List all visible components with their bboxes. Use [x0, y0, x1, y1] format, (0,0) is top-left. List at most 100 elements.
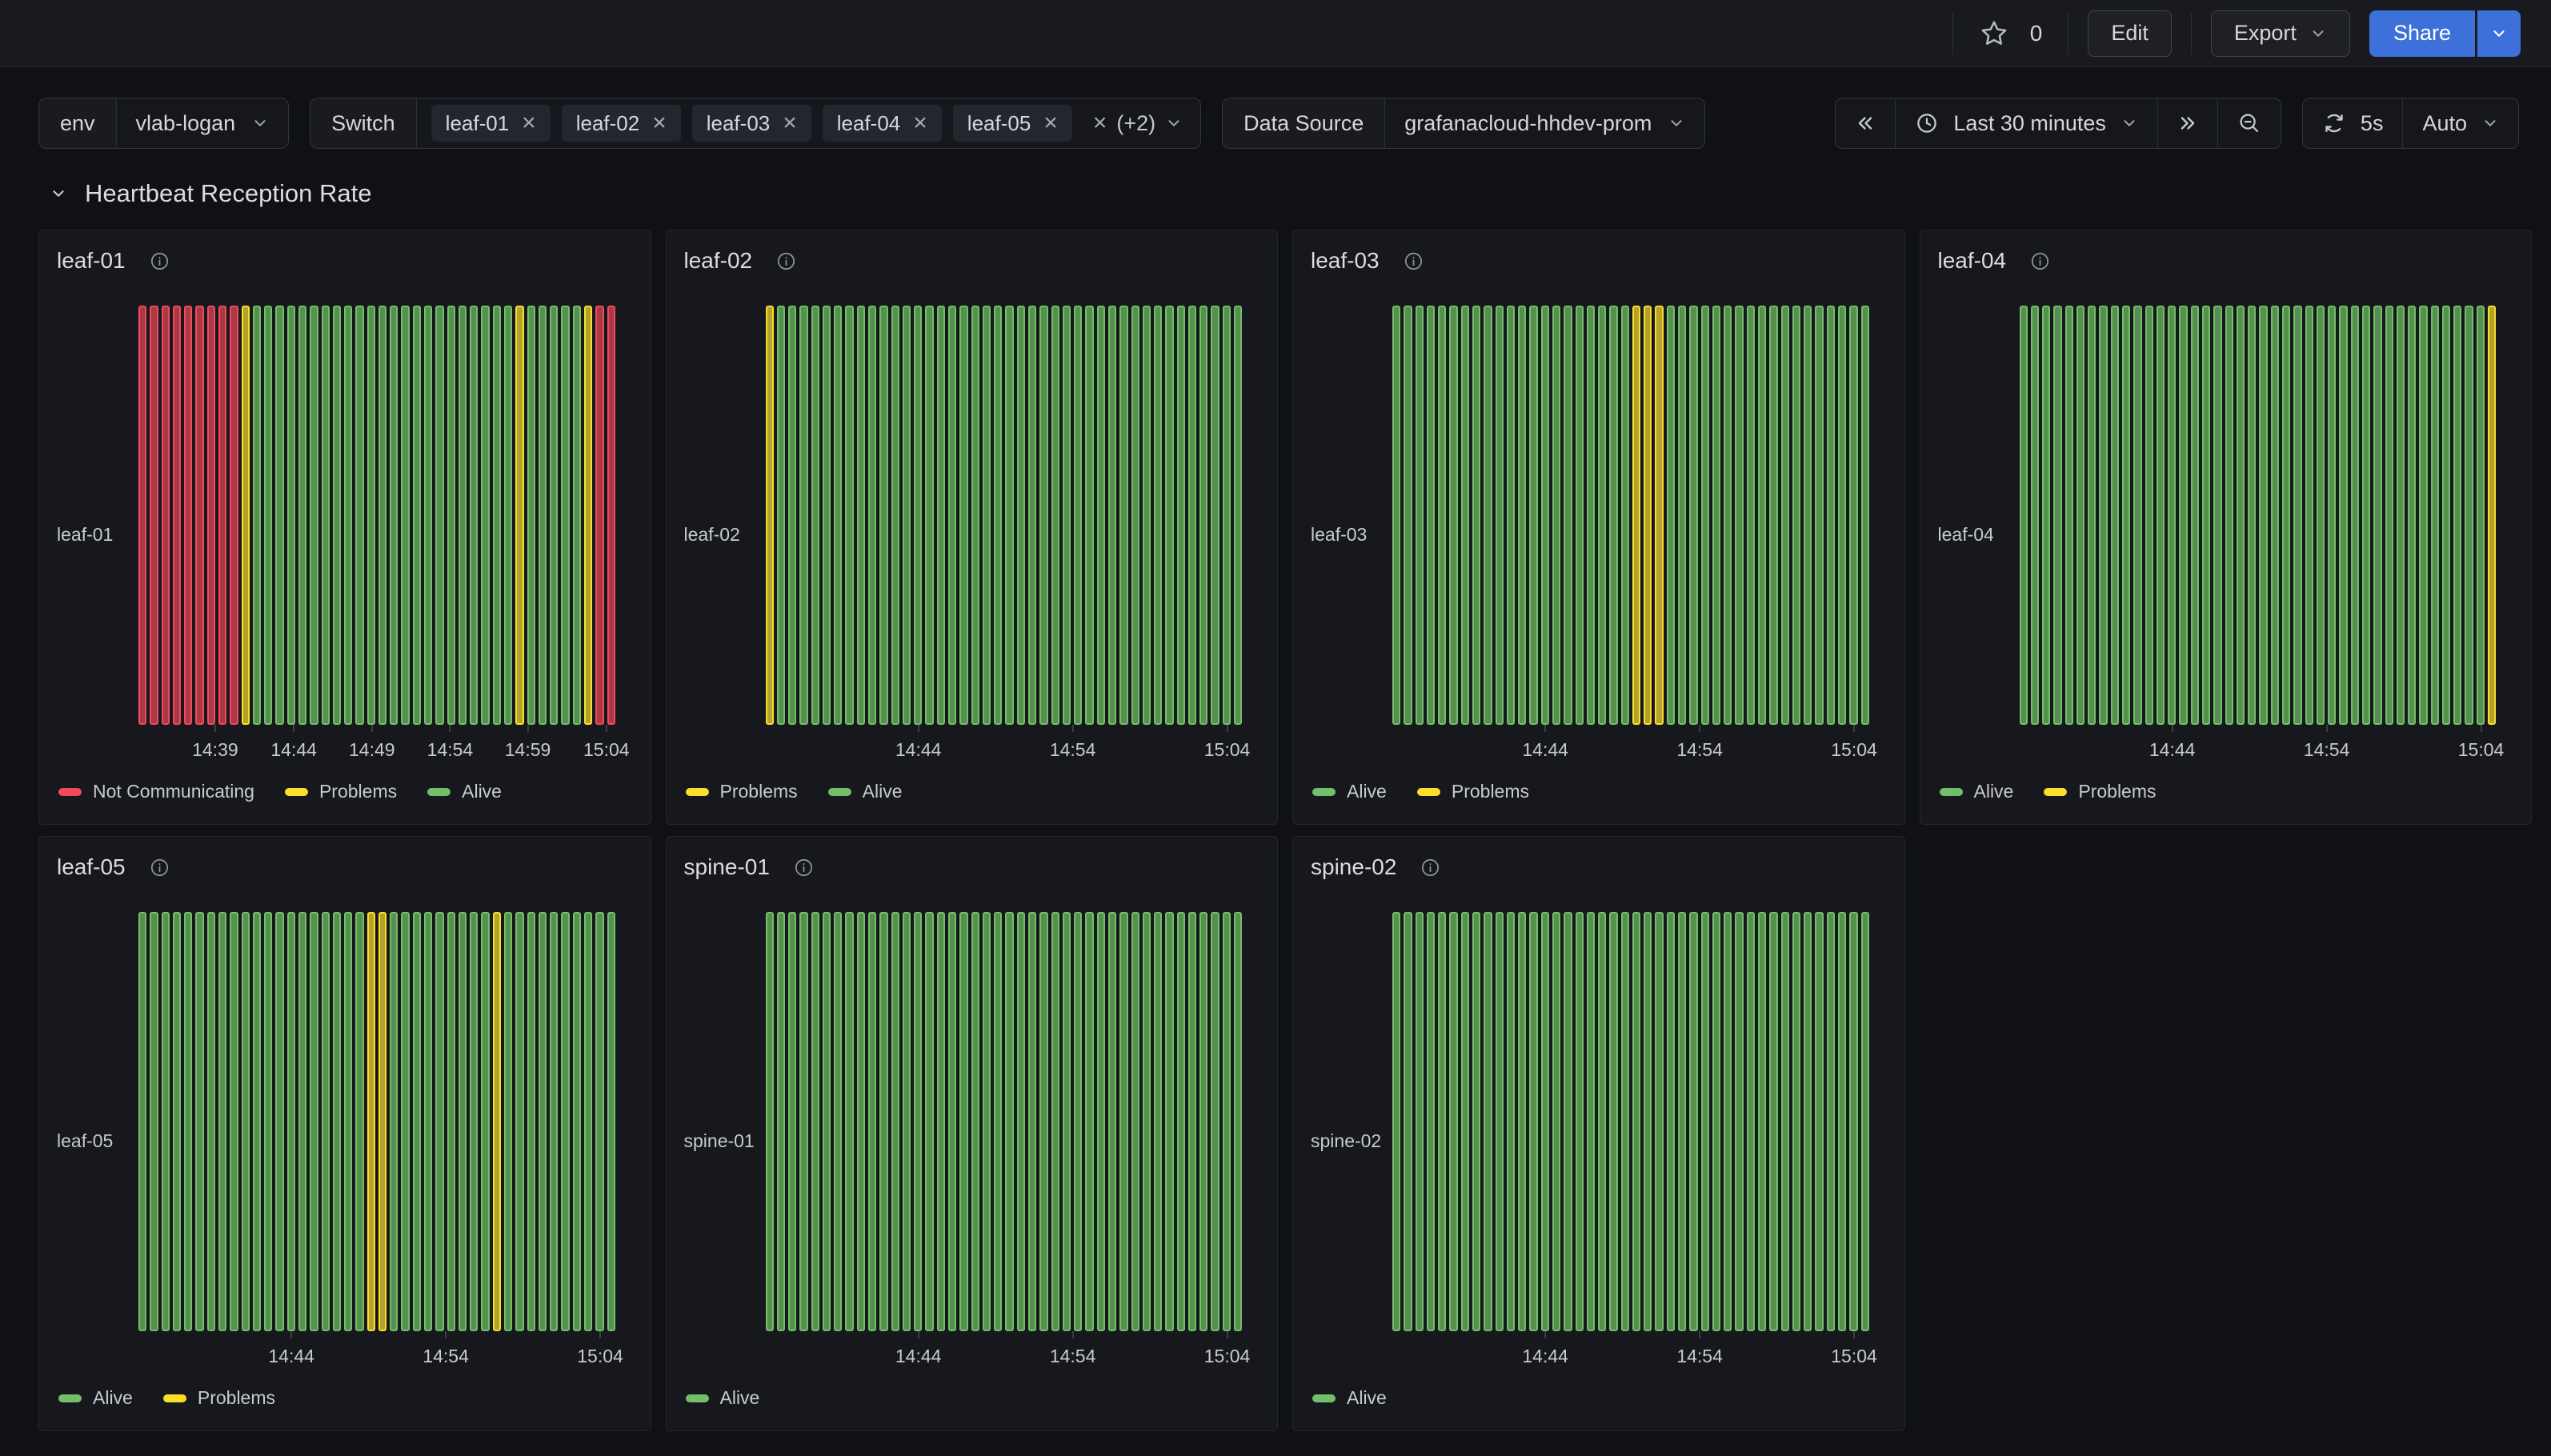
state-bar-alive[interactable]	[1564, 912, 1572, 1331]
switch-tag-leaf-02[interactable]: leaf-02 ×	[561, 105, 681, 142]
state-bar-alive[interactable]	[2361, 306, 2371, 725]
state-bar-alive[interactable]	[971, 912, 979, 1331]
state-bar-alive[interactable]	[2053, 306, 2062, 725]
state-bar-not-communicating[interactable]	[138, 306, 147, 725]
switch-tag-leaf-05[interactable]: leaf-05 ×	[952, 105, 1072, 142]
state-bar-alive[interactable]	[1039, 306, 1048, 725]
panel-title[interactable]: leaf-01	[57, 248, 126, 273]
state-bar-alive[interactable]	[572, 306, 581, 725]
panel-title[interactable]: leaf-04	[1937, 248, 2007, 273]
state-bar-alive[interactable]	[1222, 306, 1231, 725]
state-bar-alive[interactable]	[1609, 912, 1618, 1331]
state-bar-alive[interactable]	[1142, 306, 1151, 725]
state-bar-alive[interactable]	[481, 306, 490, 725]
state-bar-alive[interactable]	[1415, 912, 1424, 1331]
state-bar-alive[interactable]	[1780, 306, 1789, 725]
state-bar-alive[interactable]	[2248, 306, 2257, 725]
state-bar-alive[interactable]	[1575, 912, 1584, 1331]
state-bar-alive[interactable]	[2156, 306, 2165, 725]
state-bar-alive[interactable]	[1027, 912, 1037, 1331]
state-bar-alive[interactable]	[286, 306, 295, 725]
datasource-dropdown[interactable]: grafanacloud-hhdev-prom	[1385, 98, 1704, 148]
state-bar-alive[interactable]	[845, 912, 854, 1331]
state-bar-alive[interactable]	[264, 912, 273, 1331]
state-bar-alive[interactable]	[1769, 306, 1778, 725]
state-bar-alive[interactable]	[2453, 306, 2462, 725]
state-bar-alive[interactable]	[1804, 306, 1812, 725]
state-bar-alive[interactable]	[321, 912, 330, 1331]
state-bar-alive[interactable]	[914, 306, 923, 725]
state-bar-alive[interactable]	[1187, 306, 1197, 725]
state-bar-alive[interactable]	[550, 912, 559, 1331]
state-bar-alive[interactable]	[1062, 306, 1071, 725]
state-bar-alive[interactable]	[936, 306, 945, 725]
state-bar-problems[interactable]	[2488, 306, 2497, 725]
state-bar-alive[interactable]	[1051, 912, 1059, 1331]
state-bar-alive[interactable]	[172, 912, 182, 1331]
legend-item-problems[interactable]: Problems	[162, 1387, 275, 1409]
switch-tag-leaf-03[interactable]: leaf-03 ×	[691, 105, 811, 142]
legend-item-problems[interactable]: Problems	[685, 781, 798, 802]
state-bar-alive[interactable]	[1460, 912, 1469, 1331]
state-bar-alive[interactable]	[1142, 912, 1151, 1331]
state-bar-alive[interactable]	[1211, 306, 1219, 725]
state-bar-alive[interactable]	[776, 912, 786, 1331]
state-bar-alive[interactable]	[424, 306, 433, 725]
state-bar-alive[interactable]	[1016, 912, 1025, 1331]
state-bar-alive[interactable]	[2168, 306, 2177, 725]
state-bar-alive[interactable]	[2270, 306, 2279, 725]
state-bar-alive[interactable]	[492, 306, 501, 725]
state-bar-alive[interactable]	[481, 912, 490, 1331]
state-bar-alive[interactable]	[550, 306, 559, 725]
state-bar-alive[interactable]	[1860, 306, 1869, 725]
state-bar-alive[interactable]	[2076, 306, 2085, 725]
state-bar-alive[interactable]	[412, 306, 422, 725]
state-bar-alive[interactable]	[2396, 306, 2405, 725]
state-bar-alive[interactable]	[1154, 306, 1163, 725]
state-bar-alive[interactable]	[1472, 912, 1481, 1331]
state-bar-alive[interactable]	[902, 306, 911, 725]
state-bar-alive[interactable]	[959, 912, 968, 1331]
state-bar-alive[interactable]	[275, 306, 284, 725]
state-bar-alive[interactable]	[1119, 306, 1128, 725]
panel-title[interactable]: spine-01	[683, 854, 770, 879]
state-bar-alive[interactable]	[378, 306, 387, 725]
share-button[interactable]: Share	[2369, 10, 2475, 57]
state-bar-alive[interactable]	[1392, 912, 1401, 1331]
state-bar-alive[interactable]	[470, 306, 479, 725]
state-bar-alive[interactable]	[868, 306, 877, 725]
state-bar-alive[interactable]	[1552, 306, 1561, 725]
state-bar-alive[interactable]	[788, 912, 797, 1331]
state-bar-alive[interactable]	[1187, 912, 1197, 1331]
state-bar-alive[interactable]	[2179, 306, 2188, 725]
legend-item-alive[interactable]: Alive	[1312, 1387, 1387, 1409]
state-bar-alive[interactable]	[1632, 912, 1641, 1331]
state-bar-alive[interactable]	[1826, 912, 1835, 1331]
state-bar-alive[interactable]	[1540, 306, 1549, 725]
clear-all-icon[interactable]: ×	[1092, 110, 1107, 136]
state-bar-problems[interactable]	[241, 306, 250, 725]
state-bar-alive[interactable]	[310, 912, 318, 1331]
state-bar-alive[interactable]	[332, 912, 342, 1331]
state-bar-alive[interactable]	[252, 306, 262, 725]
state-bar-alive[interactable]	[2088, 306, 2096, 725]
state-bar-alive[interactable]	[572, 912, 581, 1331]
state-bar-alive[interactable]	[1062, 912, 1071, 1331]
state-bar-alive[interactable]	[561, 306, 570, 725]
panel-title[interactable]: leaf-02	[683, 248, 753, 273]
state-bar-alive[interactable]	[1039, 912, 1048, 1331]
state-bar-alive[interactable]	[1849, 306, 1858, 725]
state-bar-alive[interactable]	[959, 306, 968, 725]
state-bar-alive[interactable]	[583, 912, 593, 1331]
state-bar-alive[interactable]	[1769, 912, 1778, 1331]
legend-item-alive[interactable]: Alive	[1312, 781, 1387, 802]
state-bar-alive[interactable]	[879, 306, 888, 725]
state-bar-alive[interactable]	[435, 912, 444, 1331]
state-bar-alive[interactable]	[321, 306, 330, 725]
state-bar-alive[interactable]	[401, 306, 410, 725]
dashboard-row-header[interactable]: Heartbeat Reception Rate	[0, 149, 2551, 208]
state-bar-alive[interactable]	[1199, 306, 1208, 725]
state-bar-alive[interactable]	[1005, 306, 1014, 725]
state-bar-alive[interactable]	[971, 306, 979, 725]
state-bar-alive[interactable]	[994, 912, 1003, 1331]
